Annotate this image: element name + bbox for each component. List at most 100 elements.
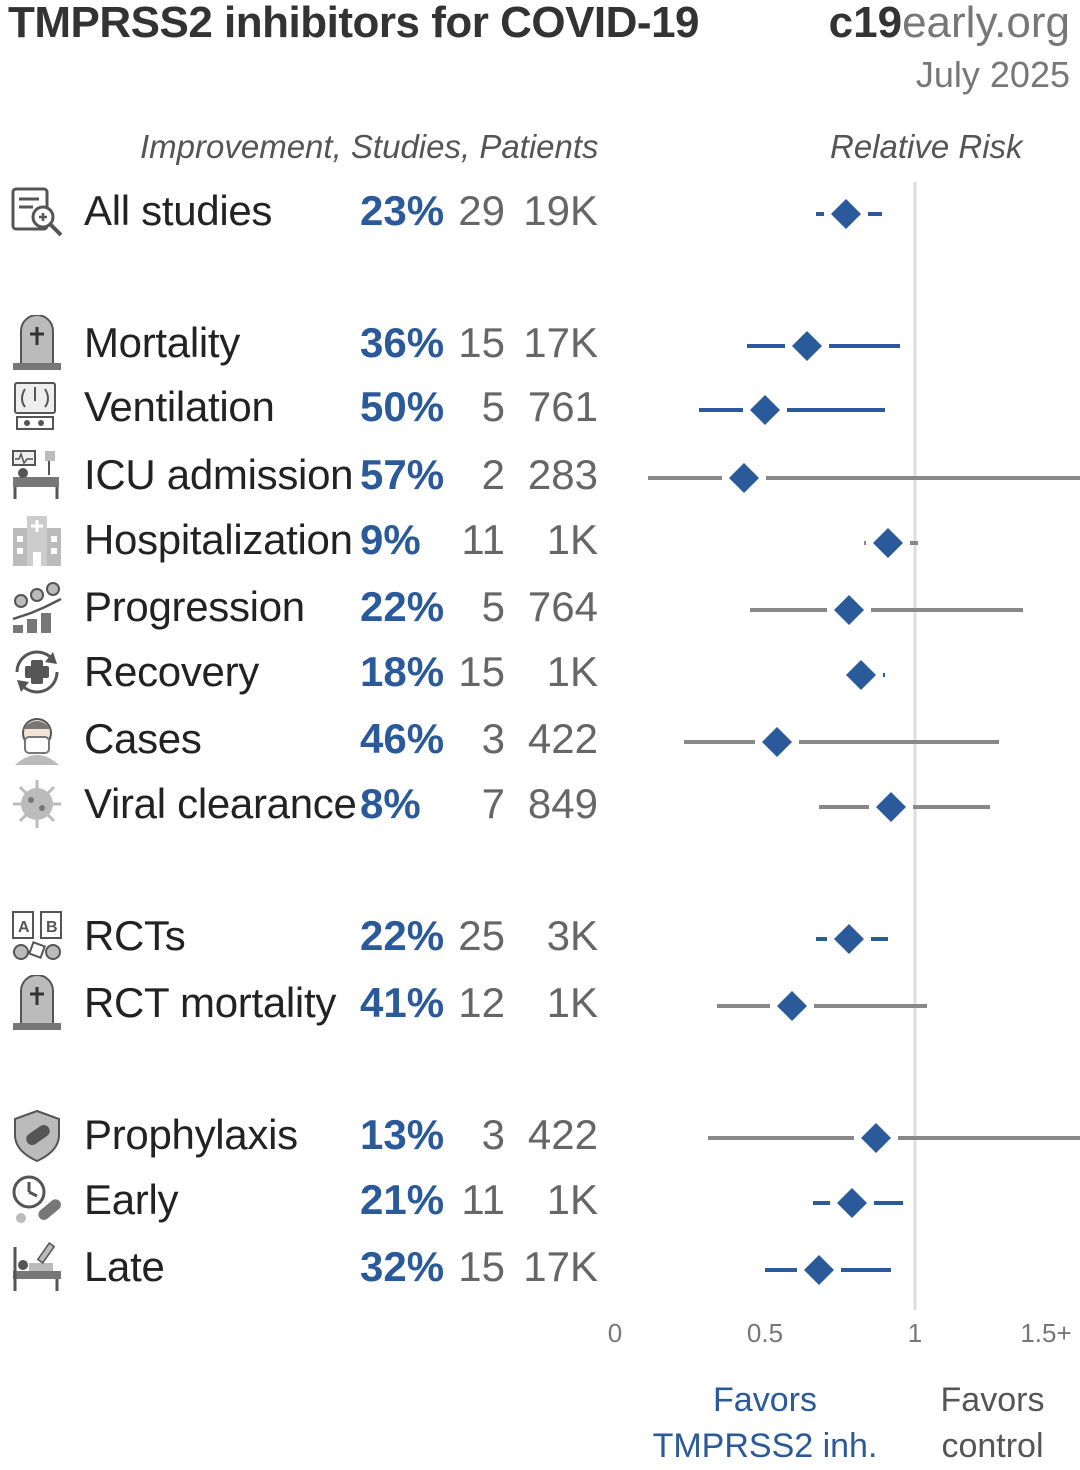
- effect-diamond: [750, 395, 780, 425]
- patients-count: 19K: [523, 187, 598, 234]
- outcome-row[interactable]: Recovery 18% 15 1K: [0, 642, 600, 702]
- effect-diamond: [834, 595, 864, 625]
- studies-count: 2: [481, 451, 505, 498]
- outcome-row[interactable]: Progression 22% 5 764: [0, 577, 600, 637]
- outcome-label: Late: [84, 1243, 165, 1290]
- ci-mark: [816, 199, 882, 229]
- favors-treatment-label: Favors TMPRSS2 inh.: [650, 1378, 880, 1470]
- favors-control-line1: Favors: [940, 1381, 1045, 1419]
- outcome-row[interactable]: A B RCTs 22% 25 3K: [0, 906, 600, 966]
- patients-count: 422: [527, 715, 598, 762]
- patients-count: 1K: [546, 1176, 598, 1223]
- favors-treatment-line1: Favors: [713, 1381, 817, 1419]
- improvement-value: 13%: [360, 1111, 445, 1158]
- outcome-row[interactable]: Viral clearance 8% 7 849: [0, 774, 600, 834]
- axis-tick-label: 0.5: [747, 1318, 783, 1348]
- brand-bold: c19: [828, 0, 903, 47]
- clock-pill-icon: [8, 1172, 66, 1228]
- svg-text:A: A: [18, 919, 30, 936]
- improvement-value: 46%: [360, 715, 445, 762]
- svg-text:B: B: [46, 919, 58, 936]
- outcome-row[interactable]: Ventilation 50% 5 761: [0, 377, 600, 437]
- ci-mark: [816, 924, 888, 954]
- studies-count: 5: [481, 583, 505, 630]
- outcome-label: ICU admission: [84, 451, 354, 498]
- relative-risk-header: Relative Risk: [830, 128, 1023, 165]
- brand-logo[interactable]: c19early.org: [829, 0, 1070, 48]
- patients-count: 1K: [546, 648, 598, 695]
- sneezing-person-icon: [8, 711, 66, 767]
- outcome-label: Progression: [84, 583, 305, 630]
- outcome-row[interactable]: Late 32% 15 17K: [0, 1237, 600, 1297]
- studies-count: 11: [461, 1176, 505, 1223]
- improvement-value: 22%: [360, 912, 445, 959]
- patients-count: 422: [527, 1111, 598, 1158]
- ci-mark: [813, 1188, 903, 1218]
- axis-tick-label: 0: [608, 1318, 622, 1348]
- axis-tick-label: 1: [908, 1318, 922, 1348]
- icu-bed-icon: [8, 447, 66, 503]
- improvement-value: 22%: [360, 583, 445, 630]
- studies-count: 29: [458, 187, 505, 234]
- studies-count: 12: [458, 979, 505, 1026]
- progression-icon: [8, 579, 66, 635]
- outcome-row[interactable]: Early 21% 11 1K: [0, 1170, 600, 1230]
- brand-rest: early.org: [902, 0, 1070, 47]
- outcome-row[interactable]: RCT mortality 41% 12 1K: [0, 973, 600, 1033]
- outcome-row[interactable]: Mortality 36% 15 17K: [0, 313, 600, 373]
- effect-diamond: [792, 331, 822, 361]
- outcome-row[interactable]: Prophylaxis 13% 3 422: [0, 1105, 600, 1165]
- chart-title: TMPRSS2 inhibitors for COVID-19: [8, 0, 700, 47]
- patients-count: 849: [527, 780, 598, 827]
- favors-control-label: Favors control: [905, 1378, 1080, 1470]
- effect-diamond: [804, 1255, 834, 1285]
- patients-count: 17K: [523, 319, 598, 366]
- patients-count: 283: [527, 451, 598, 498]
- outcome-label: Early: [84, 1176, 179, 1223]
- outcome-row[interactable]: Cases 46% 3 422: [0, 709, 600, 769]
- effect-diamond: [777, 991, 807, 1021]
- patients-count: 1K: [546, 516, 598, 563]
- recovery-icon: [8, 644, 66, 700]
- effect-diamond: [834, 924, 864, 954]
- improvement-value: 8%: [360, 780, 421, 827]
- patients-count: 17K: [523, 1243, 598, 1290]
- improvement-value: 21%: [360, 1176, 445, 1223]
- ci-mark: [684, 727, 999, 757]
- patient-bed-syringe-icon: [8, 1239, 66, 1295]
- outcome-label: RCT mortality: [84, 979, 337, 1026]
- outcome-label: Ventilation: [84, 383, 275, 430]
- improvement-value: 32%: [360, 1243, 445, 1290]
- effect-diamond: [873, 528, 903, 558]
- favors-control-line2: control: [941, 1426, 1044, 1465]
- axis-tick-label: 1.5+: [1020, 1318, 1071, 1348]
- outcome-label: Hospitalization: [84, 516, 353, 563]
- improvement-value: 36%: [360, 319, 445, 366]
- improvement-value: 18%: [360, 648, 445, 695]
- patients-count: 1K: [546, 979, 598, 1026]
- studies-count: 3: [481, 715, 505, 762]
- effect-diamond: [861, 1123, 891, 1153]
- ci-mark: [750, 595, 1023, 625]
- outcome-row[interactable]: All studies 23% 29 19K: [0, 181, 600, 241]
- outcome-label: Prophylaxis: [84, 1111, 298, 1158]
- studies-count: 7: [481, 780, 505, 827]
- ci-mark: [717, 991, 927, 1021]
- virus-icon: [8, 776, 66, 832]
- ventilator-icon: [8, 379, 66, 435]
- improvement-value: 9%: [360, 516, 421, 563]
- outcome-row[interactable]: Hospitalization 9% 11 1K: [0, 510, 600, 570]
- outcome-row[interactable]: ICU admission 57% 2 283: [0, 445, 600, 505]
- ci-mark: [648, 463, 1080, 493]
- studies-count: 11: [461, 516, 505, 563]
- hospital-icon: [8, 512, 66, 568]
- studies-count: 5: [481, 383, 505, 430]
- studies-count: 15: [458, 1243, 505, 1290]
- ci-mark: [765, 1255, 891, 1285]
- outcome-label: Mortality: [84, 319, 240, 366]
- outcome-label: Viral clearance: [84, 780, 357, 827]
- outcome-label: Cases: [84, 715, 202, 762]
- tombstone-icon: [8, 314, 66, 371]
